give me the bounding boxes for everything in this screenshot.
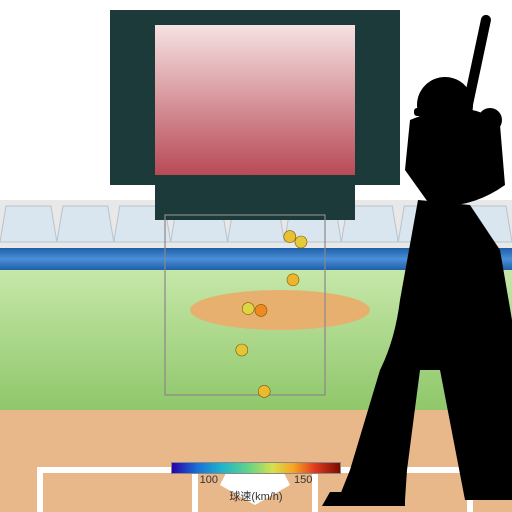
colorbar-ticks: 100 150 — [171, 474, 341, 488]
pitch-marker — [255, 304, 267, 316]
colorbar-tick: 150 — [294, 474, 312, 486]
colorbar: 100 150 球速(km/h) — [171, 462, 341, 504]
pitch-marker — [242, 303, 254, 315]
pitch-marker — [236, 344, 248, 356]
pitch-marker — [287, 274, 299, 286]
pitch-marker — [284, 231, 296, 243]
colorbar-tick: 100 — [200, 474, 218, 486]
pitchers-mound — [190, 290, 370, 330]
colorbar-label: 球速(km/h) — [171, 488, 341, 504]
stands-panel — [57, 206, 114, 242]
scoreboard-screen — [155, 25, 355, 175]
pitch-marker — [258, 385, 270, 397]
stands-panel — [0, 206, 57, 242]
colorbar-gradient — [171, 462, 341, 474]
pitch-marker — [295, 236, 307, 248]
